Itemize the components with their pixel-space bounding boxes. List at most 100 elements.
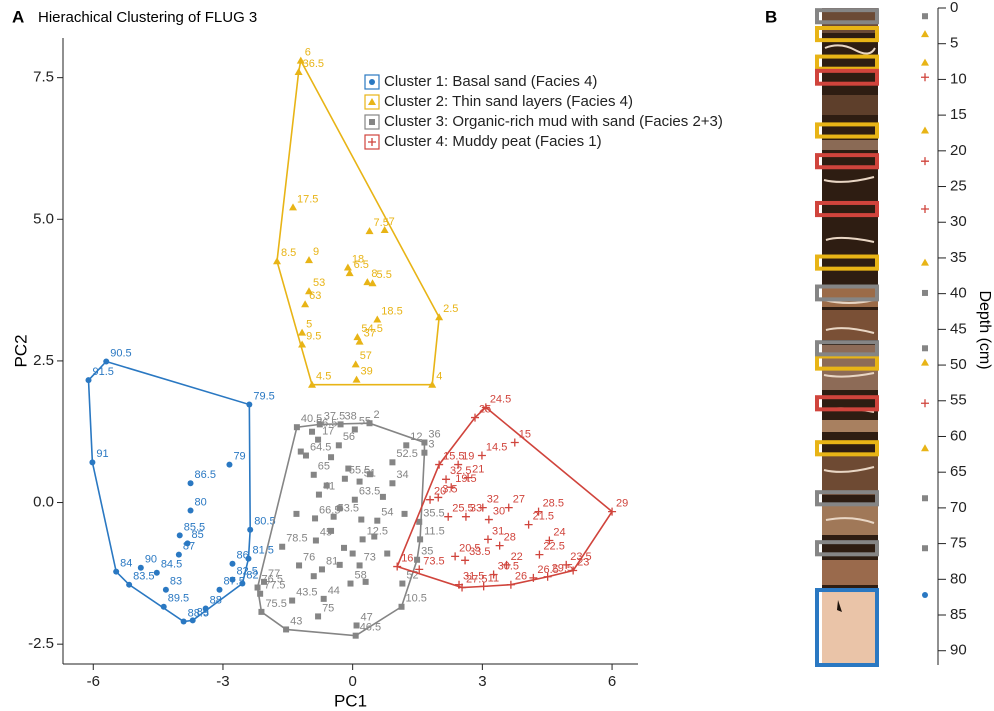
point [421, 449, 428, 456]
point [160, 603, 167, 610]
sample-marker [922, 592, 928, 599]
point [328, 454, 335, 461]
y-tick-label: 55 [950, 392, 967, 409]
point [543, 572, 552, 581]
point-label: 23.5 [570, 551, 591, 563]
point-label: 17 [322, 426, 334, 438]
point [308, 380, 317, 388]
point-label: 43.5 [296, 586, 317, 598]
point-label: 7.5 [374, 217, 389, 229]
point-label: 15.5 [443, 450, 464, 462]
point [355, 337, 364, 345]
point-label: 5.5 [377, 269, 392, 281]
point-label: 43 [290, 615, 302, 627]
point-label: 24.5 [490, 393, 511, 405]
sample-marker [921, 205, 929, 214]
point-label: 77.5 [264, 580, 285, 592]
sample-marker [921, 58, 929, 66]
point-label: 55.5 [349, 465, 370, 477]
y-tick-label: 5.0 [33, 210, 54, 227]
point [379, 493, 386, 500]
point-label: 86.5 [195, 469, 216, 481]
point [245, 555, 252, 562]
x-tick-label: -3 [216, 673, 229, 690]
sample-marker [922, 495, 928, 502]
point-label: 81.5 [252, 545, 273, 557]
point [189, 617, 196, 624]
point-label: 85 [192, 529, 204, 541]
point-label: 7 [389, 216, 395, 228]
point-label: 37.5 [324, 410, 345, 422]
point [569, 566, 578, 575]
point [320, 595, 327, 602]
point [304, 256, 313, 264]
sample-marker [921, 399, 929, 408]
x-axis-label: PC1 [334, 691, 367, 710]
point [103, 358, 110, 365]
point-label: 73 [364, 551, 376, 563]
point-label: 53.5 [338, 503, 359, 515]
point [184, 540, 191, 547]
point-label: 63.5 [359, 486, 380, 498]
point [351, 426, 358, 433]
point [296, 56, 305, 64]
point [302, 452, 309, 459]
y-tick-label: 45 [950, 320, 967, 337]
point [309, 428, 316, 435]
point-label: 6 [305, 47, 311, 59]
point-label: 87.5 [224, 576, 245, 588]
point [389, 459, 396, 466]
point [362, 578, 369, 585]
x-tick-label: -6 [87, 673, 100, 690]
point-label: 78.5 [286, 533, 307, 545]
point [399, 580, 406, 587]
point-label: 54.5 [361, 323, 382, 335]
point-label: 80.5 [254, 516, 275, 528]
point-label: 10.5 [406, 593, 427, 605]
y-tick-label: 0 [950, 0, 958, 16]
point [461, 512, 470, 521]
point [293, 510, 300, 517]
point [351, 496, 358, 503]
point [352, 632, 359, 639]
point [371, 533, 378, 540]
y-tick-label: 65 [950, 463, 967, 480]
sample-box [815, 68, 879, 86]
point-label: 77 [268, 568, 280, 580]
point [435, 313, 444, 321]
point [352, 375, 361, 383]
sample-marker [921, 30, 929, 38]
point-label: 56 [343, 431, 355, 443]
point [479, 582, 488, 591]
point-label: 32.5 [450, 465, 471, 477]
point-label: 89.5 [168, 593, 189, 605]
point-label: 28.5 [543, 498, 564, 510]
point [510, 438, 519, 447]
point [229, 560, 236, 567]
point-label: 29.5 [552, 563, 573, 575]
point-label: 64.5 [310, 441, 331, 453]
point [495, 541, 504, 550]
point-label: 86 [236, 550, 248, 562]
point-label: 6.5 [354, 259, 369, 271]
point [297, 448, 304, 455]
point [257, 590, 264, 597]
point-label: 88 [210, 594, 222, 606]
sample-marker [922, 345, 928, 352]
point [506, 580, 515, 589]
point [336, 561, 343, 568]
panel-letter: B [765, 7, 777, 26]
point-label: 66.5 [319, 504, 340, 516]
point-label: 30.5 [498, 560, 519, 572]
point-label: 2.5 [443, 303, 458, 315]
y-tick-label: 2.5 [33, 352, 54, 369]
point-label: 82 [246, 569, 258, 581]
point-label: 9 [313, 246, 319, 258]
point-label: 22.5 [543, 541, 564, 553]
point [310, 573, 317, 580]
sample-marker [921, 157, 929, 166]
point [294, 67, 303, 75]
point-label: 14.5 [486, 441, 507, 453]
point-label: 52.5 [396, 448, 417, 460]
point-label: 27 [513, 494, 525, 506]
